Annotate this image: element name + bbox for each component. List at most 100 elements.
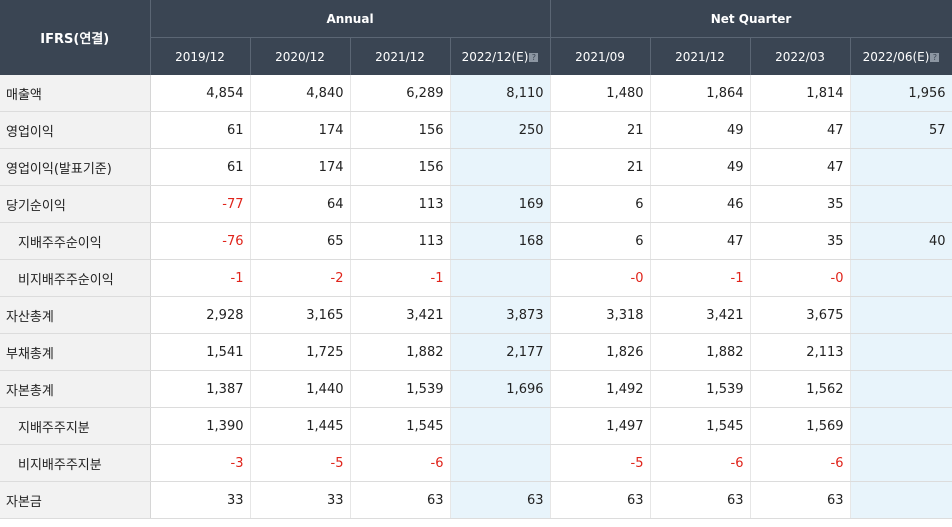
value-cell: 1,541	[150, 333, 251, 371]
value-cell: 61	[150, 111, 251, 149]
value-cell: 1,545	[650, 407, 751, 445]
value-cell: 1,882	[350, 333, 451, 371]
value-cell: -5	[250, 444, 351, 482]
value-cell: 156	[350, 148, 451, 186]
row-label: 자본총계	[0, 370, 151, 408]
period-header[interactable]: 2022/12(E)?	[450, 37, 551, 75]
value-cell: 168	[450, 222, 551, 260]
value-cell: 3,421	[350, 296, 451, 334]
value-cell: 3,675	[750, 296, 851, 334]
period-label: 2021/12	[375, 49, 425, 64]
value-cell: 3,873	[450, 296, 551, 334]
value-cell: 49	[650, 148, 751, 186]
table-row: 지배주주순이익 -76 65 113 168 6 47 35 40	[0, 222, 952, 260]
value-cell: 1,480	[550, 75, 651, 112]
value-cell: 1,562	[750, 370, 851, 408]
value-cell: 63	[750, 481, 851, 519]
value-cell	[850, 407, 952, 445]
value-cell	[850, 148, 952, 186]
value-cell: 2,928	[150, 296, 251, 334]
value-cell: -2	[250, 259, 351, 297]
value-cell: 4,854	[150, 75, 251, 112]
table-row: 매출액 4,854 4,840 6,289 8,110 1,480 1,864 1,814 1,…	[0, 75, 952, 112]
value-cell: -6	[350, 444, 451, 482]
value-cell	[450, 148, 551, 186]
period-header: 2021/12	[650, 37, 751, 75]
value-cell: 1,826	[550, 333, 651, 371]
value-cell: 1,882	[650, 333, 751, 371]
value-cell: 47	[650, 222, 751, 260]
row-label: 매출액	[0, 75, 151, 112]
value-cell: 47	[750, 148, 851, 186]
value-cell: 156	[350, 111, 451, 149]
period-label: 2021/09	[575, 49, 625, 64]
value-cell: -77	[150, 185, 251, 223]
value-cell: 1,390	[150, 407, 251, 445]
annual-group-header: Annual	[150, 0, 551, 38]
table-corner-header: IFRS(연결)	[0, 0, 151, 75]
value-cell	[850, 333, 952, 371]
value-cell: 33	[150, 481, 251, 519]
period-header: 2021/12	[350, 37, 451, 75]
row-label: 비지배주주지분	[0, 444, 151, 482]
value-cell: -0	[750, 259, 851, 297]
period-label: 2019/12	[175, 49, 225, 64]
value-cell	[850, 444, 952, 482]
estimate-help-icon[interactable]: ?	[529, 52, 539, 62]
period-label: 2022/12(E)	[461, 49, 529, 64]
value-cell	[450, 444, 551, 482]
value-cell: 250	[450, 111, 551, 149]
value-cell: 65	[250, 222, 351, 260]
value-cell: 1,445	[250, 407, 351, 445]
value-cell: 46	[650, 185, 751, 223]
value-cell: 63	[650, 481, 751, 519]
value-cell: 49	[650, 111, 751, 149]
row-label: 영업이익	[0, 111, 151, 149]
value-cell: -6	[650, 444, 751, 482]
value-cell: 3,165	[250, 296, 351, 334]
value-cell	[850, 296, 952, 334]
value-cell: 1,814	[750, 75, 851, 112]
value-cell: -76	[150, 222, 251, 260]
value-cell	[850, 370, 952, 408]
period-label: 2022/03	[775, 49, 825, 64]
period-header[interactable]: 2022/06(E)?	[850, 37, 952, 75]
value-cell: 61	[150, 148, 251, 186]
table-row: 자본금 33 33 63 63 63 63 63	[0, 481, 952, 519]
value-cell: 6	[550, 185, 651, 223]
value-cell: 169	[450, 185, 551, 223]
estimate-help-icon[interactable]: ?	[930, 52, 940, 62]
table-row: 영업이익 61 174 156 250 21 49 47 57	[0, 111, 952, 149]
value-cell: -6	[750, 444, 851, 482]
value-cell: 1,492	[550, 370, 651, 408]
period-label: 2022/06(E)	[862, 49, 930, 64]
value-cell: 6	[550, 222, 651, 260]
value-cell: 21	[550, 111, 651, 149]
period-label: 2020/12	[275, 49, 325, 64]
value-cell: 1,545	[350, 407, 451, 445]
value-cell: 2,113	[750, 333, 851, 371]
value-cell: 1,956	[850, 75, 952, 112]
value-cell: 1,387	[150, 370, 251, 408]
value-cell	[850, 259, 952, 297]
value-cell: 64	[250, 185, 351, 223]
value-cell: -1	[650, 259, 751, 297]
value-cell	[850, 185, 952, 223]
value-cell: 174	[250, 148, 351, 186]
row-label: 영업이익(발표기준)	[0, 148, 151, 186]
value-cell: 3,318	[550, 296, 651, 334]
table-row: 비지배주주지분 -3 -5 -6 -5 -6 -6	[0, 444, 952, 482]
row-label: 자본금	[0, 481, 151, 519]
table-row: 자산총계 2,928 3,165 3,421 3,873 3,318 3,421 3,675	[0, 296, 952, 334]
period-header: 2019/12	[150, 37, 251, 75]
value-cell: 1,864	[650, 75, 751, 112]
value-cell: -1	[150, 259, 251, 297]
table-row: 자본총계 1,387 1,440 1,539 1,696 1,492 1,539 1,562	[0, 370, 952, 408]
value-cell: 35	[750, 185, 851, 223]
value-cell: 113	[350, 185, 451, 223]
value-cell: -1	[350, 259, 451, 297]
value-cell: 63	[550, 481, 651, 519]
table-row: 비지배주주순이익 -1 -2 -1 -0 -1 -0	[0, 259, 952, 297]
row-label: 비지배주주순이익	[0, 259, 151, 297]
